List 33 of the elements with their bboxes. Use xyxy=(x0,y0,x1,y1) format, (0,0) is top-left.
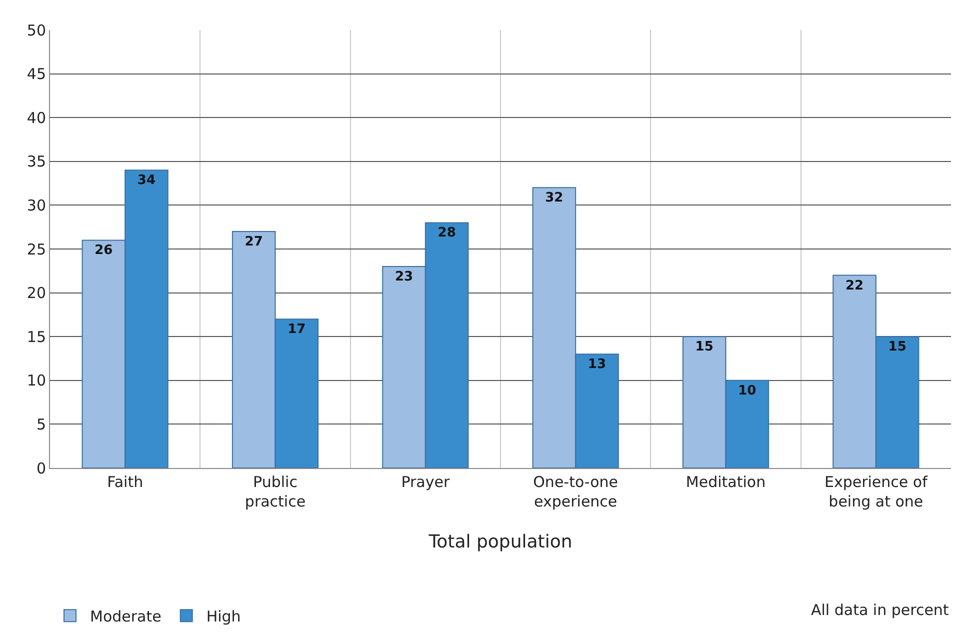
x-tick-label: Meditation xyxy=(686,473,766,491)
x-tick-label: Experience of being at one xyxy=(824,473,928,510)
data-label: 22 xyxy=(845,278,864,294)
data-label: 15 xyxy=(888,340,906,355)
y-tick-label: 0 xyxy=(36,459,46,478)
data-label: 23 xyxy=(394,270,414,285)
x-tick-label: Faith xyxy=(107,473,144,491)
data-label: 26 xyxy=(94,243,113,258)
x-tick-label: Public practice xyxy=(244,473,306,510)
y-tick-label: 50 xyxy=(26,21,46,40)
data-label: 34 xyxy=(137,173,156,188)
data-label: 27 xyxy=(244,234,263,250)
y-tick-label: 25 xyxy=(26,240,46,258)
y-tick-label: 10 xyxy=(26,372,46,390)
data-label: 32 xyxy=(545,190,564,206)
y-tick-label: 20 xyxy=(26,284,46,302)
data-label: 10 xyxy=(738,383,756,398)
legend-label: Moderate xyxy=(90,608,162,626)
legend-label: High xyxy=(206,608,241,626)
x-axis-title: Total population xyxy=(428,532,572,553)
x-tick-label: One-to-one experience xyxy=(533,473,618,510)
data-label: 13 xyxy=(588,357,606,372)
y-tick-label: 40 xyxy=(26,108,46,127)
data-label: 28 xyxy=(438,226,456,241)
y-tick-label: 35 xyxy=(26,152,46,171)
y-tick-label: 5 xyxy=(36,415,46,434)
y-tick-label: 15 xyxy=(26,328,46,346)
data-label: 17 xyxy=(288,322,306,338)
y-tick-label: 45 xyxy=(26,65,46,84)
x-tick-label: Prayer xyxy=(401,473,450,491)
text: All data in percent xyxy=(811,601,949,619)
data-label: 15 xyxy=(695,340,714,355)
y-tick-label: 30 xyxy=(26,196,46,214)
